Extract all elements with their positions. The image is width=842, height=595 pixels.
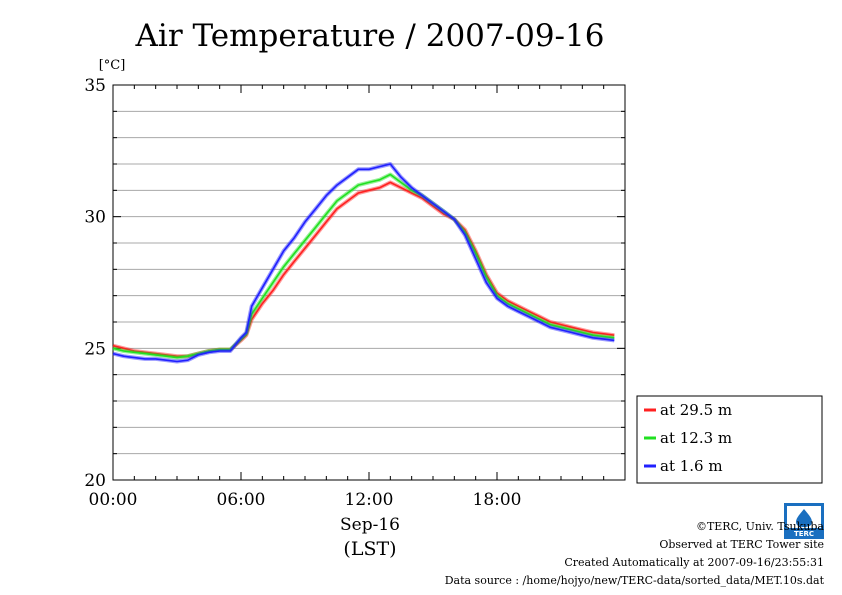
credit-created: Created Automatically at 2007-09-16/23:5… [564, 556, 824, 569]
svg-text:TERC: TERC [794, 530, 814, 538]
series-line-1 [112, 173, 615, 359]
plot-frame [112, 84, 626, 481]
x-axis-unit-label: (LST) [343, 538, 396, 560]
legend: at 29.5 m at 12.3 m at 1.6 m [636, 395, 823, 484]
x-axis-date-label: Sep-16 [340, 515, 400, 535]
y-tick-label: 20 [84, 471, 106, 491]
y-tick-label: 25 [84, 339, 106, 359]
credit-site: Observed at TERC Tower site [659, 538, 824, 551]
x-tick-label: 06:00 [217, 490, 266, 510]
y-axis-label: [°C] [99, 58, 126, 73]
grid [113, 110, 625, 455]
chart-title: Air Temperature / 2007-09-16 [135, 18, 605, 54]
legend-box [636, 395, 823, 484]
credit-copyright: ©TERC, Univ. Tsukuba [695, 520, 824, 533]
series-lines [112, 162, 615, 364]
x-tick-label: 12:00 [345, 490, 394, 510]
credit-source: Data source : /home/hojyo/new/TERC-data/… [444, 574, 824, 587]
y-tick-label: 30 [84, 208, 106, 228]
legend-label: at 29.5 m [660, 401, 732, 419]
terc-logo: TERC [784, 503, 824, 539]
axis-ticks: 20 25 30 35 00:00 06:00 12:00 18:00 [84, 76, 626, 510]
x-tick-label: 00:00 [89, 490, 138, 510]
legend-label: at 1.6 m [660, 457, 723, 475]
legend-label: at 12.3 m [660, 429, 732, 447]
series-line-halo-1 [112, 172, 615, 360]
y-tick-label: 35 [84, 76, 106, 96]
series-line-2 [112, 163, 615, 363]
x-tick-label: 18:00 [473, 490, 522, 510]
